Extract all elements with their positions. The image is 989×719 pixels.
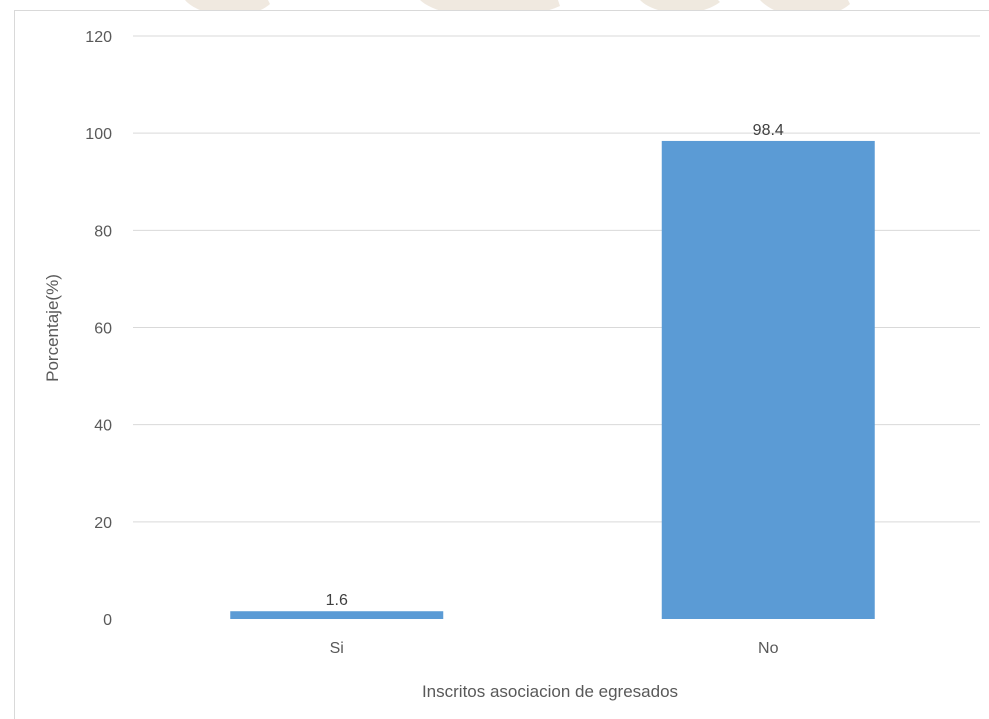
- bar-no: [661, 140, 875, 619]
- y-tick-label: 60: [94, 321, 112, 338]
- y-tick-label: 40: [94, 418, 112, 435]
- data-label: 1.6: [326, 592, 348, 609]
- y-tick-label: 120: [85, 29, 112, 46]
- x-tick-labels: Si No: [330, 640, 779, 657]
- y-tick-label: 80: [94, 223, 112, 240]
- x-tick-label: No: [758, 640, 779, 657]
- x-axis-title: Inscritos asociacion de egresados: [422, 682, 678, 701]
- bars: [230, 140, 875, 619]
- y-tick-labels: 0 20 40 60 80 100 120: [85, 29, 112, 629]
- x-tick-label: Si: [330, 640, 344, 657]
- y-tick-label: 0: [103, 612, 112, 629]
- bar-si: [230, 611, 444, 619]
- y-axis-title: Porcentaje(%): [43, 274, 62, 382]
- y-tick-label: 20: [94, 515, 112, 532]
- data-label: 98.4: [753, 122, 784, 139]
- data-labels: 1.6 98.4: [326, 122, 784, 609]
- y-tick-label: 100: [85, 126, 112, 143]
